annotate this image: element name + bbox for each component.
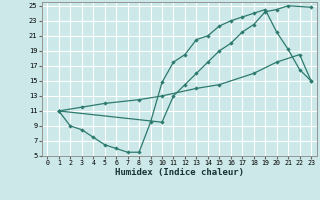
X-axis label: Humidex (Indice chaleur): Humidex (Indice chaleur) [115,168,244,177]
